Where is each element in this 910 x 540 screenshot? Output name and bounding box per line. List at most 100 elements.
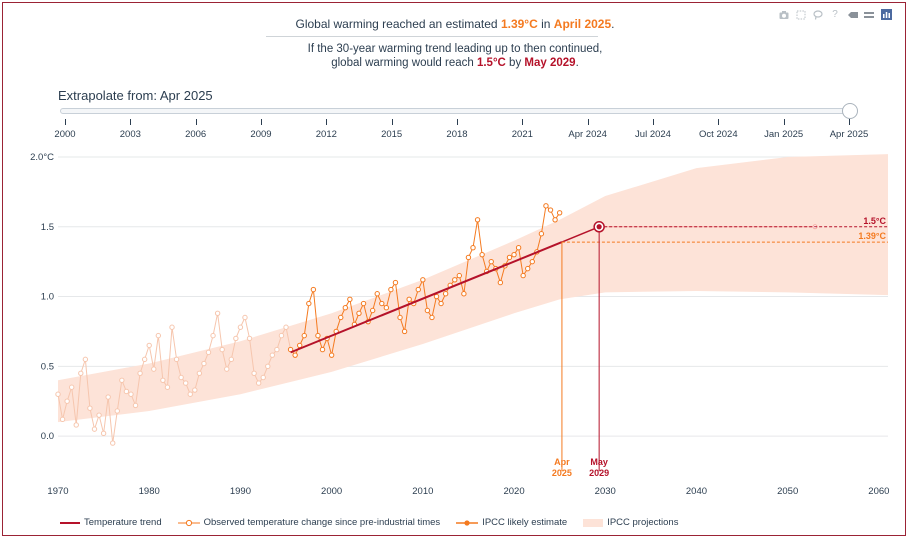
observed-point <box>319 346 326 353</box>
observed-point <box>470 244 476 251</box>
observed-point <box>146 342 152 349</box>
observed-point <box>210 332 216 339</box>
observed-point <box>164 384 171 390</box>
observed-point <box>301 332 307 339</box>
observed-point <box>283 324 289 330</box>
legend-item-ipcc-estimate[interactable]: IPCC likely estimate <box>456 517 567 528</box>
observed-point <box>452 277 458 283</box>
subline-line1: If the 30-year warming trend leading up … <box>307 43 603 55</box>
camera-icon[interactable] <box>779 10 789 20</box>
help-icon[interactable]: ? <box>832 8 838 20</box>
x-tick-label: 2000 <box>321 486 342 497</box>
subline-line2: global warming would reach 1.5°C by May … <box>0 57 910 69</box>
observed-point <box>438 300 444 307</box>
headline-date: April 2025 <box>553 17 612 31</box>
toggle-icon[interactable] <box>847 10 858 20</box>
observed-point <box>201 360 207 367</box>
y-tick-label: 1.0 <box>41 292 54 303</box>
y-tick-label: 1.5 <box>41 222 54 233</box>
observed-point <box>173 356 180 363</box>
observed-point <box>306 300 312 307</box>
observed-point <box>132 402 139 409</box>
observed-point <box>123 388 130 395</box>
observed-point <box>242 314 248 321</box>
observed-point <box>82 356 89 363</box>
legend-item-trend[interactable]: Temperature trend <box>60 517 162 528</box>
observed-point <box>91 426 98 432</box>
observed-point <box>178 374 184 381</box>
observed-point <box>433 293 440 300</box>
legend-item-ipcc-projections[interactable]: IPCC projections <box>583 517 678 528</box>
x-tick-label: 1970 <box>47 486 68 497</box>
observed-point <box>543 203 549 209</box>
observed-point <box>397 314 403 321</box>
observed-point <box>511 251 517 258</box>
observed-point <box>406 296 412 303</box>
x-tick-label: 2030 <box>595 486 616 497</box>
observed-point <box>246 335 253 342</box>
headline-value: 1.39°C <box>500 17 538 31</box>
observed-point <box>187 391 193 397</box>
observed-point <box>96 412 102 418</box>
slider-handle[interactable] <box>842 103 858 119</box>
observed-point <box>297 342 303 349</box>
observed-point <box>155 332 162 339</box>
x-tick-label: 2010 <box>412 486 433 497</box>
subline-suffix: . <box>575 57 579 69</box>
headline-suffix: . <box>611 17 615 31</box>
observed-point <box>64 398 70 404</box>
legend-label-observed: Observed temperature change since pre-in… <box>203 517 441 528</box>
observed-point <box>196 370 203 377</box>
observed-point <box>465 254 472 261</box>
observed-point <box>342 305 349 311</box>
legend-label-trend: Temperature trend <box>84 517 162 528</box>
x-tick-label: 2020 <box>503 486 524 497</box>
observed-point <box>369 307 376 314</box>
observed-point <box>55 391 61 397</box>
plotly-logo-icon[interactable] <box>881 9 892 20</box>
observed-point <box>160 377 166 383</box>
legend-label-ipcc-estimate: IPCC likely estimate <box>482 517 568 528</box>
observed-point <box>347 296 353 303</box>
observed-point <box>105 394 111 400</box>
observed-point <box>360 300 367 307</box>
observed-point <box>169 324 175 330</box>
observed-point <box>233 335 239 342</box>
slider-label-prefix: Extrapolate from: <box>58 88 160 103</box>
observed-point <box>228 356 234 363</box>
observed-point <box>379 300 385 307</box>
y-tick-label: 0.5 <box>41 361 54 372</box>
legend-item-observed[interactable]: Observed temperature change since pre-in… <box>177 517 441 528</box>
y-tick-label: 0.0 <box>41 431 54 442</box>
subline-date: May 2029 <box>524 57 576 69</box>
observed-point <box>520 272 526 279</box>
observed-point <box>488 258 494 265</box>
observed-point <box>538 231 545 237</box>
observed-point <box>292 352 298 358</box>
observed-point <box>310 286 317 293</box>
observed-point <box>525 265 531 272</box>
observed-point <box>141 356 148 363</box>
y-tick-label: 2.0°C <box>30 152 54 163</box>
observed-point <box>151 366 157 372</box>
observed-point <box>110 440 116 446</box>
reference-line-label: 1.39°C <box>858 231 886 241</box>
observed-point <box>506 254 513 261</box>
observed-point <box>515 244 522 251</box>
observed-point <box>328 352 335 358</box>
box-select-icon[interactable] <box>796 10 806 20</box>
observed-point <box>392 279 399 286</box>
subline-middle: by <box>505 57 525 69</box>
slider-current-value: Apr 2025 <box>159 88 213 103</box>
marker-label-month: Apr <box>554 457 570 467</box>
observed-point <box>182 380 189 386</box>
observed-point <box>338 314 344 321</box>
legend-label-ipcc-projections: IPCC projections <box>607 517 679 528</box>
hover-compare-icon[interactable] <box>864 10 874 20</box>
marker-label-year: 2025 <box>552 468 572 478</box>
observed-point <box>87 405 93 411</box>
x-tick-label: 2060 <box>868 486 889 497</box>
observed-point <box>442 291 449 297</box>
lasso-icon[interactable] <box>813 9 823 20</box>
